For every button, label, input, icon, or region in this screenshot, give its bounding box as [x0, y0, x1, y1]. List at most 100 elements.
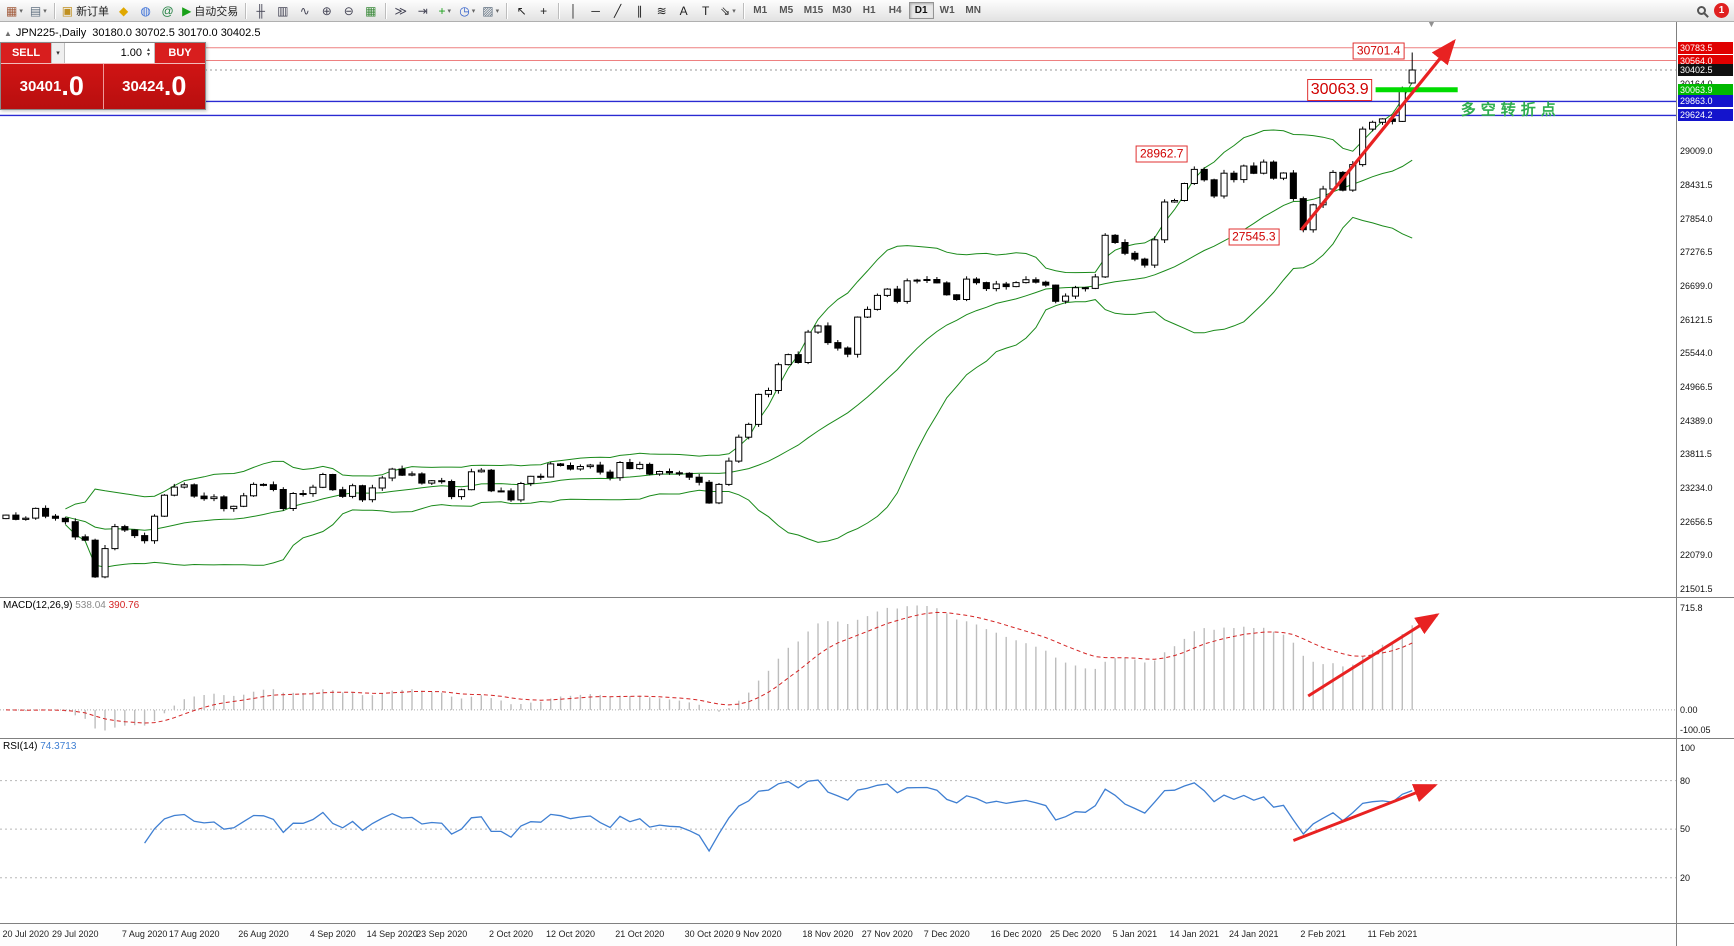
- strategy-tester-button[interactable]: ◍: [140, 3, 151, 18]
- rsi-scale[interactable]: 100 80 50 20: [1677, 738, 1734, 923]
- templates-button[interactable]: ▨ ▾: [482, 3, 500, 18]
- timeframe-w1[interactable]: W1: [939, 5, 955, 16]
- zoom-out-button[interactable]: ⊖: [343, 3, 354, 18]
- profiles-button[interactable]: ▤ ▾: [29, 3, 47, 18]
- vertical-line-button[interactable]: │: [569, 3, 578, 18]
- buy-button[interactable]: BUY: [155, 43, 205, 63]
- lot-dropdown[interactable]: ▾: [51, 43, 65, 63]
- price-level-tag: 30063.9: [1678, 83, 1733, 96]
- main-chart-svg: [0, 39, 1676, 579]
- indicators-button[interactable]: + ▾: [438, 3, 452, 18]
- date-label: 14 Jan 2021: [1169, 929, 1220, 939]
- auto-scroll-button[interactable]: ≫: [394, 3, 408, 18]
- arrows-button[interactable]: ⇘ ▾: [720, 3, 736, 18]
- market-button[interactable]: @: [161, 3, 174, 18]
- lot-value[interactable]: 1.00: [120, 47, 142, 59]
- channel-button[interactable]: ∥: [636, 3, 643, 18]
- macd-scale[interactable]: 715.8 0.00 -100.05: [1677, 597, 1734, 738]
- date-label: 25 Dec 2020: [1049, 929, 1102, 939]
- macd-name: MACD(12,26,9): [3, 600, 73, 611]
- sell-button[interactable]: SELL: [1, 43, 51, 63]
- rsi-panel[interactable]: RSI(14) 74.3713: [0, 738, 1676, 923]
- periods-button[interactable]: ◷ ▾: [459, 3, 476, 18]
- notification-badge[interactable]: 1: [1714, 3, 1729, 18]
- sell-price: 30401: [19, 78, 62, 95]
- cursor-button[interactable]: ↖: [516, 3, 527, 18]
- rsi-svg: [0, 779, 1676, 879]
- crosshair-button[interactable]: +: [540, 3, 548, 18]
- metaeditor-button[interactable]: ◆: [118, 3, 129, 18]
- timeframe-h4[interactable]: H4: [888, 5, 902, 16]
- price-scale-label: 27276.5: [1680, 247, 1713, 258]
- one-click-trading-panel: SELL ▾ 1.00 ▴ ▾ BUY 30401.0 30424.: [0, 42, 206, 110]
- price-scale-label: 24966.5: [1680, 382, 1713, 392]
- oneclick-collapse-icon[interactable]: ▲: [4, 29, 12, 38]
- text-button[interactable]: A: [679, 3, 688, 18]
- rsi-name: RSI(14): [3, 741, 38, 752]
- timeframe-m1[interactable]: M1: [753, 5, 768, 16]
- date-label: 26 Aug 2020: [238, 929, 289, 939]
- zoom-in-button[interactable]: ⊕: [321, 3, 332, 18]
- price-annotation[interactable]: 30063.9: [1306, 78, 1373, 101]
- toolbar-separator: [53, 2, 55, 19]
- price-scale-label: 26121.5: [1680, 314, 1713, 325]
- chart-region: ▲ JPN225-,Daily 30180.0 30702.5 30170.0 30…: [0, 22, 1734, 946]
- price-level-tag: 30564.0: [1678, 54, 1733, 67]
- candlestick-chart-button[interactable]: ▥: [277, 3, 289, 18]
- buy-price: 30424: [122, 78, 164, 95]
- timeframe-h1[interactable]: H1: [862, 5, 876, 16]
- price-scale-label: 23234.0: [1680, 483, 1713, 493]
- date-label: 20 Jul 2020: [2, 929, 50, 939]
- timeframe-mn[interactable]: MN: [965, 5, 981, 16]
- macd-main-value: 538.04: [75, 600, 106, 611]
- lot-stepper[interactable]: ▴ ▾: [146, 47, 150, 58]
- bar-chart-button[interactable]: ╫: [256, 3, 266, 18]
- timeframe-m5[interactable]: M5: [779, 5, 794, 16]
- horizontal-line-button[interactable]: ─: [591, 3, 600, 18]
- chart-shift-button[interactable]: ⇥: [417, 3, 428, 18]
- macd-panel[interactable]: MACD(12,26,9) 538.04 390.76: [0, 597, 1676, 738]
- fibonacci-button[interactable]: ≋: [656, 3, 667, 18]
- date-label: 24 Jan 2021: [1229, 929, 1279, 939]
- macd-svg: [0, 605, 1676, 731]
- main-chart-panel[interactable]: ▲ JPN225-,Daily 30180.0 30702.5 30170.0 30…: [0, 22, 1676, 597]
- sell-price-button[interactable]: 30401.0: [1, 64, 104, 109]
- price-scale-label: 26699.0: [1680, 280, 1713, 291]
- date-label: 29 Jul 2020: [52, 929, 99, 939]
- timeframe-m30[interactable]: M30: [832, 5, 852, 16]
- price-scale[interactable]: 30164.029009.028431.527854.027276.526699…: [1677, 22, 1734, 597]
- new-chart-button[interactable]: ▦ ▾: [6, 3, 23, 18]
- tile-windows-button[interactable]: ▦: [365, 3, 377, 18]
- macd-scale-label: 0.00: [1680, 704, 1698, 715]
- trendline-button[interactable]: ╱: [614, 3, 622, 18]
- price-level-tag: 29863.0: [1678, 95, 1733, 108]
- rsi-scale-label: 80: [1680, 775, 1691, 786]
- rsi-indicator-label: RSI(14) 74.3713: [3, 741, 76, 752]
- price-level-tag: 29624.2: [1678, 109, 1733, 122]
- text-label-button[interactable]: T: [701, 3, 710, 18]
- symbol-title: JPN225-,Daily: [15, 27, 87, 39]
- price-annotation[interactable]: 30701.4: [1352, 42, 1405, 60]
- date-axis[interactable]: 20 Jul 2020 29 Jul 2020 7 Aug 2020 17 Aug 2…: [0, 923, 1676, 946]
- price-level-tag: 30402.5: [1678, 64, 1733, 76]
- trend-note-text[interactable]: 多空转折点: [1460, 101, 1561, 119]
- line-chart-button[interactable]: ∿: [299, 3, 310, 18]
- toolbar-separator: [245, 2, 247, 19]
- autotrading-button[interactable]: ▶ 自动交易: [182, 3, 239, 18]
- sell-price-big-digit: .0: [61, 71, 84, 101]
- rsi-value: 74.3713: [40, 741, 77, 752]
- new-order-button[interactable]: ▣ 新订单: [61, 3, 110, 18]
- search-icon[interactable]: [1697, 6, 1706, 15]
- plots-column: ▲ JPN225-,Daily 30180.0 30702.5 30170.0 30…: [0, 22, 1676, 946]
- price-annotation[interactable]: 28962.7: [1136, 145, 1188, 163]
- lot-size-field[interactable]: 1.00 ▴ ▾: [65, 43, 155, 63]
- date-label: 2 Feb 2021: [1300, 929, 1346, 939]
- date-label: 27 Nov 2020: [861, 929, 913, 939]
- timeframe-m15[interactable]: M15: [803, 5, 824, 16]
- price-scale-label: 23811.5: [1680, 449, 1712, 460]
- timeframe-d1[interactable]: D1: [908, 2, 934, 19]
- price-level-tag: 30783.5: [1678, 41, 1733, 54]
- price-annotation[interactable]: 27545.3: [1228, 228, 1280, 246]
- toolbar-separator: [385, 2, 387, 19]
- buy-price-button[interactable]: 30424.0: [103, 64, 205, 109]
